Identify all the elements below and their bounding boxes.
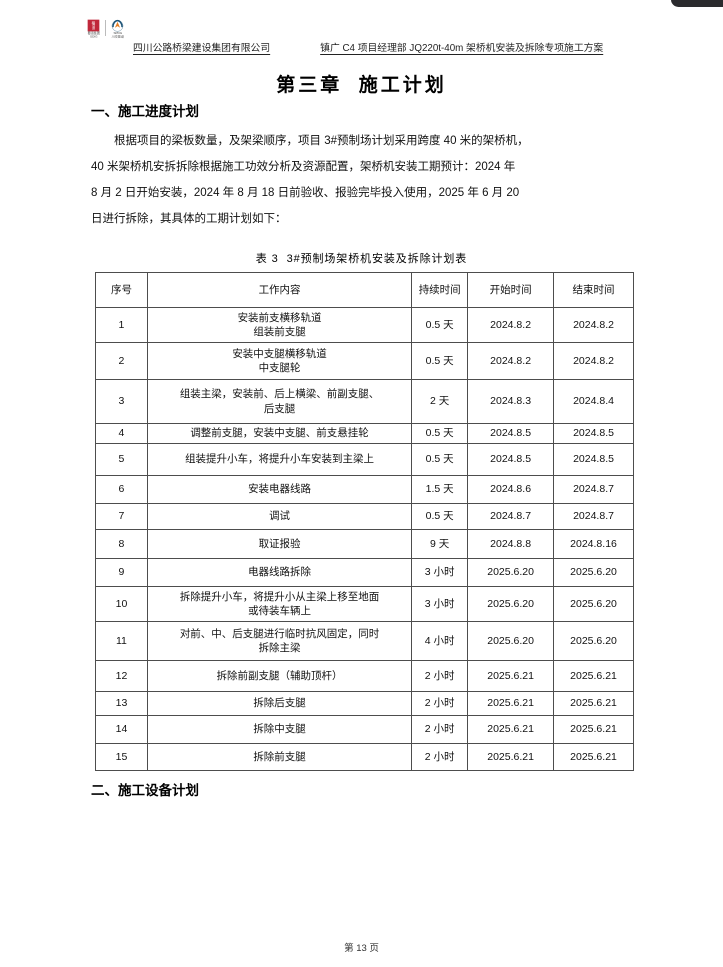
svg-text:蜀: 蜀	[92, 21, 96, 26]
